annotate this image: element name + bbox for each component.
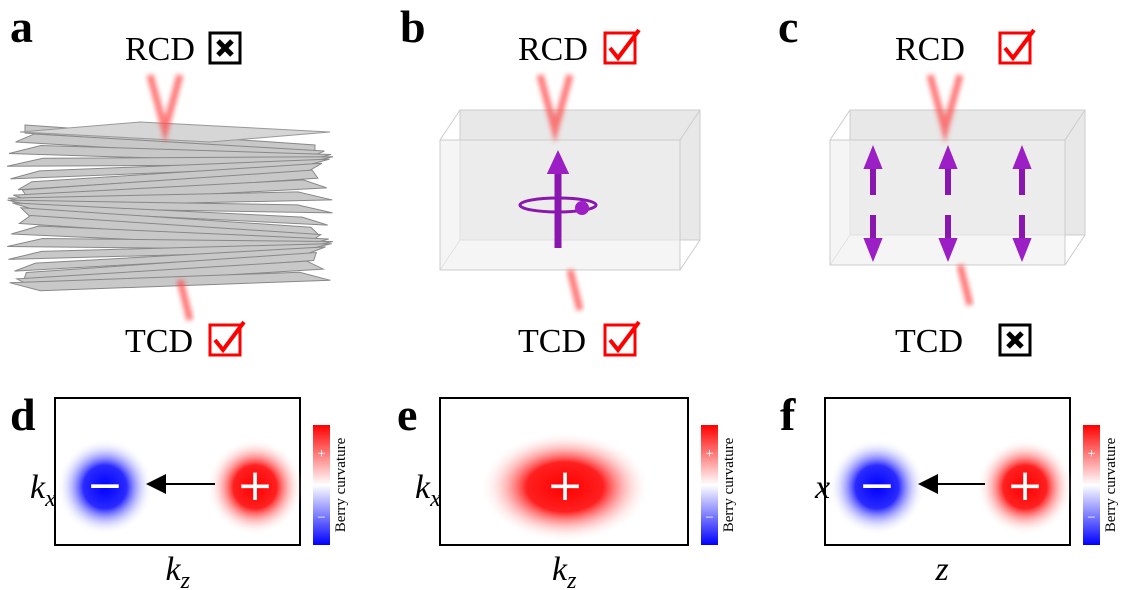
- y-axis-main: x: [814, 469, 830, 506]
- beam: [180, 280, 190, 320]
- rcd-label: RCD: [895, 31, 965, 68]
- x-axis-main: k: [552, 551, 568, 588]
- rcd-label: RCD: [518, 31, 588, 68]
- colorbar-plus: +: [1087, 446, 1095, 462]
- electron: [575, 201, 589, 215]
- y-axis-sub: x: [429, 486, 441, 512]
- y-axis-main: k: [30, 469, 46, 506]
- panel-label: c: [778, 1, 798, 52]
- panel-label: a: [10, 1, 33, 52]
- panel-label: f: [780, 389, 796, 440]
- colorbar-plus: +: [705, 446, 713, 462]
- colorbar-minus: −: [317, 510, 325, 526]
- panel-label: d: [10, 389, 36, 440]
- tcd-label: TCD: [125, 323, 193, 360]
- x-axis-label: kz: [166, 551, 191, 590]
- colorbar-plus: +: [317, 446, 325, 462]
- x-axis-main: k: [166, 551, 182, 588]
- rcd-label: RCD: [125, 31, 195, 68]
- colorbar: [1083, 425, 1100, 545]
- x-axis-label: kz: [552, 551, 577, 590]
- tcd-label: TCD: [518, 323, 586, 360]
- x-axis-main: z: [935, 551, 949, 588]
- y-axis-label: kx: [415, 469, 441, 512]
- blob-sign: −: [87, 460, 124, 511]
- beam: [960, 265, 970, 305]
- cross-mark: [218, 41, 232, 55]
- y-axis-sub: x: [44, 486, 56, 512]
- colorbar: [701, 425, 718, 545]
- figure: aRCDTCDbRCDTCDcRCDTCDd−++−Berry curvatur…: [0, 0, 1130, 590]
- y-axis-label: kx: [30, 469, 56, 512]
- colorbar-minus: −: [705, 510, 713, 526]
- colorbar-title: Berry curvature: [721, 437, 737, 532]
- panel-label: e: [397, 389, 417, 440]
- y-axis-label: x: [814, 469, 830, 506]
- x-axis-sub: z: [566, 568, 577, 590]
- blob-sign: +: [1007, 460, 1044, 511]
- beam: [150, 75, 180, 130]
- panel-label: b: [400, 1, 426, 52]
- x-axis-sub: z: [180, 568, 191, 590]
- colorbar: [313, 425, 330, 545]
- blob-sign: +: [547, 460, 584, 511]
- blob-sign: +: [237, 460, 274, 511]
- cross-mark: [1008, 333, 1022, 347]
- colorbar-title: Berry curvature: [333, 437, 349, 532]
- beam: [570, 270, 580, 310]
- tcd-label: TCD: [895, 323, 963, 360]
- x-axis-label: z: [935, 551, 949, 588]
- y-axis-main: k: [415, 469, 431, 506]
- colorbar-minus: −: [1087, 510, 1095, 526]
- page: {"panels_top": [ {"label": "a", "top": "…: [0, 0, 1130, 590]
- blob-sign: −: [859, 460, 896, 511]
- colorbar-title: Berry curvature: [1103, 437, 1119, 532]
